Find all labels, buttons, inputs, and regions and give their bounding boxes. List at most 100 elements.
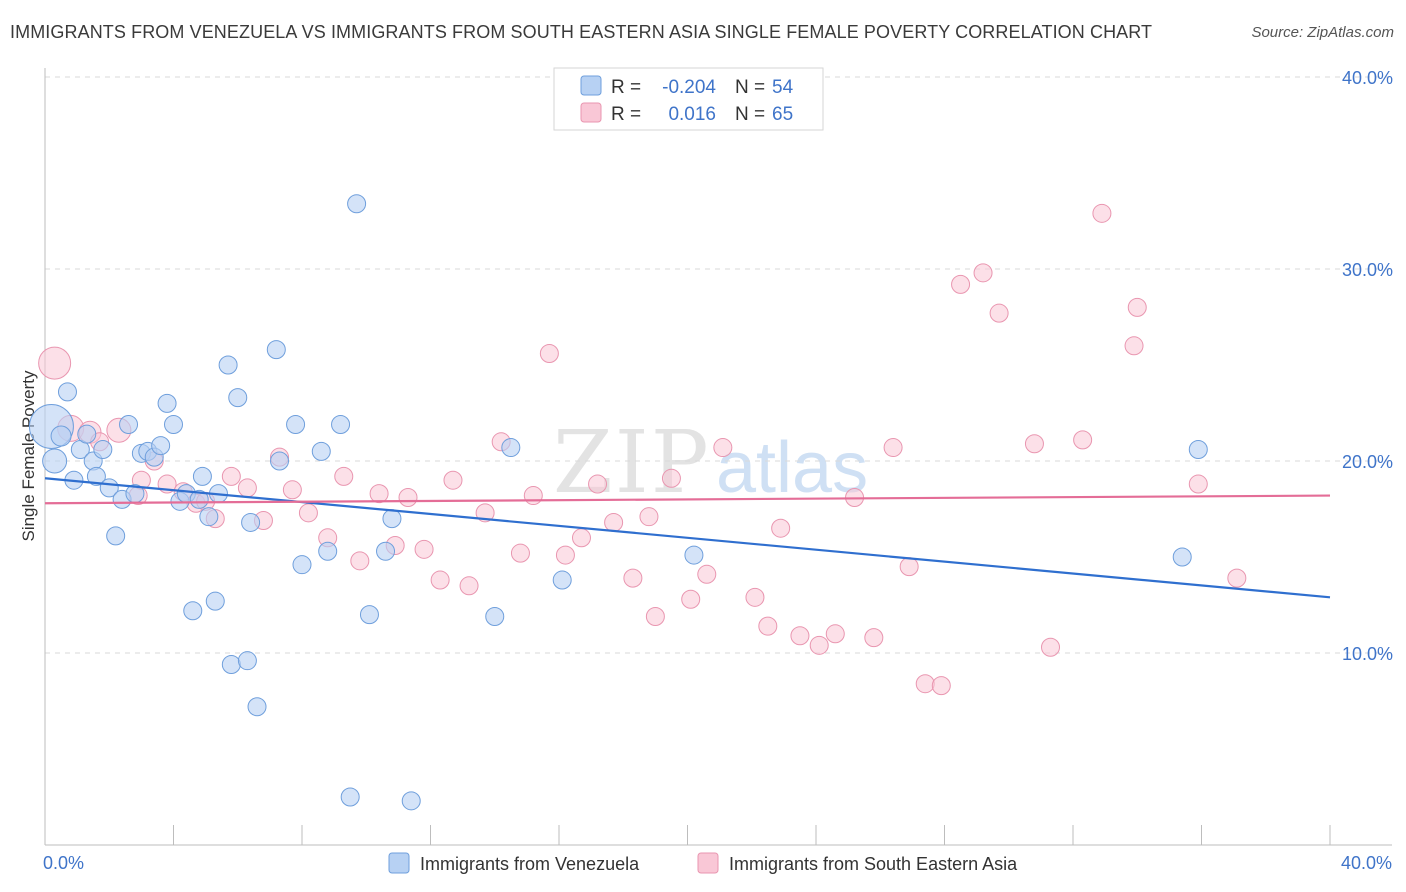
point-venezuela	[684, 545, 704, 565]
point-venezuela	[221, 655, 241, 675]
point-venezuela	[157, 393, 177, 413]
point-south-eastern-asia	[539, 343, 559, 363]
point-south-eastern-asia	[745, 587, 765, 607]
watermark-atlas: atlas	[716, 428, 868, 508]
point-south-eastern-asia	[475, 503, 495, 523]
point-venezuela	[318, 541, 338, 561]
point-venezuela	[359, 605, 379, 625]
point-south-eastern-asia	[1227, 568, 1247, 588]
point-south-eastern-asia	[989, 303, 1009, 323]
point-south-eastern-asia	[645, 607, 665, 627]
x-tick-label-min: 0.0%	[43, 853, 84, 873]
point-venezuela	[270, 451, 290, 471]
correlation-legend: R = -0.204 N = 54 R = 0.016 N = 65	[553, 67, 824, 131]
legend-n-value-1: 54	[772, 77, 794, 98]
legend-swatch-venezuela	[580, 75, 602, 96]
point-south-eastern-asia	[1041, 637, 1061, 657]
bottom-legend-swatch-venezuela	[388, 852, 410, 874]
y-tick-label-20: 20.0%	[1342, 452, 1393, 472]
point-south-eastern-asia	[825, 624, 845, 644]
point-south-eastern-asia	[221, 466, 241, 486]
point-south-eastern-asia	[298, 503, 318, 523]
point-venezuela	[192, 466, 212, 486]
point-venezuela	[50, 425, 72, 447]
series-venezuela	[28, 194, 1208, 811]
point-south-eastern-asia	[1024, 434, 1044, 454]
point-south-eastern-asia	[681, 589, 701, 609]
point-venezuela	[340, 787, 360, 807]
point-south-eastern-asia	[790, 626, 810, 646]
point-south-eastern-asia	[430, 570, 450, 590]
point-venezuela	[228, 388, 248, 408]
point-venezuela	[199, 507, 219, 527]
trend-line-venezuela	[44, 477, 1331, 599]
legend-n-label-1: N =	[735, 77, 765, 98]
point-south-eastern-asia	[1073, 430, 1093, 450]
point-venezuela	[347, 194, 367, 214]
point-venezuela	[485, 607, 505, 627]
point-south-eastern-asia	[334, 466, 354, 486]
point-venezuela	[151, 436, 171, 456]
point-venezuela	[77, 424, 97, 444]
y-axis-label: Single Female Poverty	[19, 370, 38, 542]
point-venezuela	[218, 355, 238, 375]
point-venezuela	[311, 441, 331, 461]
point-venezuela	[86, 466, 106, 486]
point-south-eastern-asia	[931, 676, 951, 696]
point-venezuela	[119, 415, 139, 435]
point-venezuela	[183, 601, 203, 621]
point-south-eastern-asia	[899, 557, 919, 577]
point-south-eastern-asia	[713, 438, 733, 458]
chart-title: IMMIGRANTS FROM VENEZUELA VS IMMIGRANTS …	[10, 22, 1153, 42]
point-venezuela	[331, 415, 351, 435]
point-south-eastern-asia	[604, 512, 624, 532]
point-south-eastern-asia	[758, 616, 778, 636]
bottom-legend-swatch-south-eastern-asia	[697, 852, 719, 874]
point-south-eastern-asia	[414, 539, 434, 559]
point-south-eastern-asia	[864, 628, 884, 648]
point-venezuela	[164, 415, 183, 435]
point-venezuela	[292, 555, 312, 575]
legend-r-value-1: -0.204	[662, 77, 716, 98]
watermark: ZIP atlas	[553, 413, 868, 513]
point-south-eastern-asia	[523, 486, 543, 506]
point-south-eastern-asia	[883, 438, 903, 458]
point-south-eastern-asia	[282, 480, 302, 500]
point-south-eastern-asia	[350, 551, 370, 571]
bottom-legend-label-south-eastern-asia: Immigrants from South Eastern Asia	[729, 854, 1018, 874]
point-south-eastern-asia	[38, 346, 72, 380]
point-south-eastern-asia	[555, 545, 575, 565]
point-venezuela	[376, 541, 396, 561]
point-south-eastern-asia	[237, 478, 257, 498]
watermark-zip: ZIP	[553, 413, 711, 513]
trend-line-south-eastern-asia	[44, 494, 1331, 505]
point-venezuela	[57, 382, 77, 402]
y-tick-label-40: 40.0%	[1342, 68, 1393, 88]
point-venezuela	[1188, 439, 1208, 459]
point-venezuela	[501, 438, 521, 458]
point-venezuela	[205, 591, 225, 611]
y-tick-labels: 10.0% 20.0% 30.0% 40.0%	[1342, 68, 1393, 664]
y-tick-label-30: 30.0%	[1342, 260, 1393, 280]
legend-n-value-2: 65	[772, 104, 793, 125]
point-south-eastern-asia	[510, 543, 530, 563]
point-venezuela	[382, 509, 402, 529]
point-south-eastern-asia	[771, 518, 791, 538]
point-south-eastern-asia	[623, 568, 643, 588]
gridlines	[45, 76, 1392, 654]
legend-n-label-2: N =	[735, 104, 765, 125]
point-venezuela	[189, 489, 209, 509]
point-south-eastern-asia	[369, 484, 389, 504]
bottom-legend-label-venezuela: Immigrants from Venezuela	[420, 854, 640, 874]
legend-r-label-1: R =	[611, 77, 641, 98]
point-south-eastern-asia	[973, 263, 993, 283]
legend-r-label-2: R =	[611, 104, 641, 125]
point-south-eastern-asia	[1188, 474, 1208, 494]
point-south-eastern-asia	[459, 576, 479, 596]
point-venezuela	[552, 570, 572, 590]
point-venezuela	[286, 415, 306, 435]
point-south-eastern-asia	[809, 635, 829, 655]
point-venezuela	[42, 448, 68, 474]
point-venezuela	[237, 651, 257, 671]
